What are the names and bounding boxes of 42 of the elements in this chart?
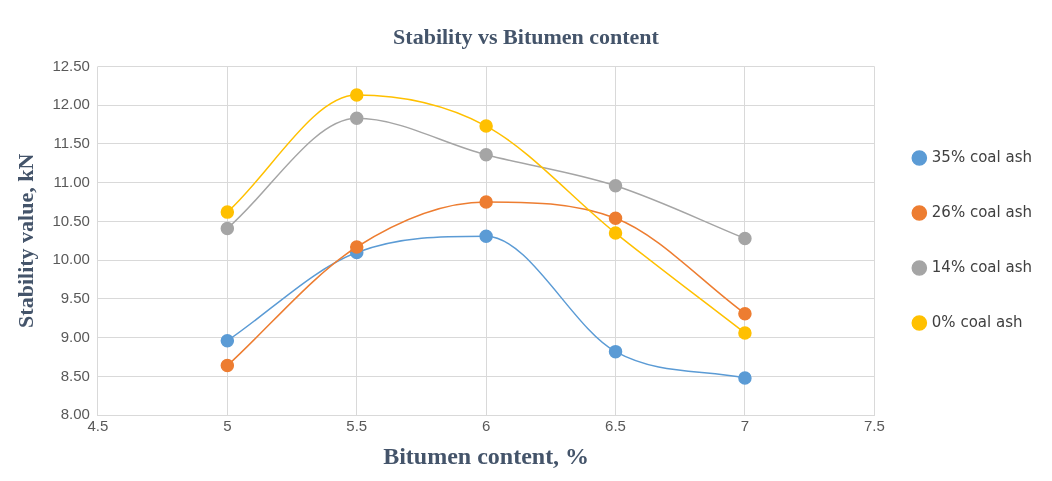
y-tick-label: 8.00 bbox=[60, 405, 90, 423]
point bbox=[738, 306, 752, 321]
point bbox=[220, 358, 235, 373]
point bbox=[220, 221, 235, 236]
y-tick-label: 9.00 bbox=[60, 327, 90, 345]
x-tick-label: 6.5 bbox=[605, 417, 626, 435]
point bbox=[608, 226, 623, 240]
chart-title: Stability vs Bitumen content bbox=[393, 23, 660, 49]
x-tick-label: 5 bbox=[223, 417, 232, 435]
point bbox=[220, 334, 235, 348]
point bbox=[479, 195, 493, 209]
y-tick-label: 9.50 bbox=[60, 289, 90, 307]
point bbox=[220, 205, 235, 219]
point bbox=[479, 229, 493, 243]
point bbox=[738, 371, 752, 385]
y-tick-label: 11.50 bbox=[53, 134, 90, 152]
y-axis-title: Stability value, kN bbox=[12, 153, 38, 328]
point bbox=[608, 211, 623, 226]
legend-label: 0% coal ash bbox=[931, 312, 1023, 331]
legend-label: 14% coal ash bbox=[931, 257, 1033, 276]
y-tick-label: 12.00 bbox=[52, 95, 90, 113]
point bbox=[738, 231, 752, 246]
x-axis-title: Bitumen content, % bbox=[383, 442, 590, 469]
point bbox=[349, 240, 364, 254]
point bbox=[479, 119, 493, 133]
point bbox=[349, 88, 364, 102]
x-tick-label: 6 bbox=[481, 417, 491, 435]
legend-label: 26% coal ash bbox=[931, 202, 1033, 221]
y-tick-label: 12.50 bbox=[52, 56, 90, 74]
y-tick-label: 10.50 bbox=[52, 211, 90, 229]
legend-label: 35% coal ash bbox=[931, 147, 1033, 166]
point bbox=[349, 111, 364, 126]
x-tick-label: 7 bbox=[740, 417, 750, 435]
y-tick-label: 11.00 bbox=[53, 172, 90, 190]
point bbox=[738, 326, 752, 340]
x-tick-label: 7.5 bbox=[863, 417, 885, 435]
y-tick-label: 8.50 bbox=[60, 366, 90, 384]
point bbox=[608, 344, 623, 359]
x-tick-label: 5.5 bbox=[346, 417, 368, 435]
y-tick-label: 10.00 bbox=[52, 250, 90, 268]
point bbox=[479, 148, 493, 162]
point bbox=[608, 179, 623, 193]
